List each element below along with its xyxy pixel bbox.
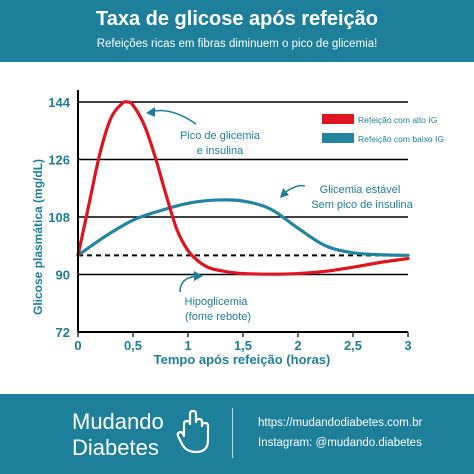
series-lines <box>76 100 410 276</box>
y-tick-label-90: 90 <box>56 268 70 283</box>
annotation-peak-arrow <box>149 109 197 125</box>
annotation-peak-line2: e insulina <box>197 145 244 157</box>
footer-banner: Mudando Diabetes https://mudandodiabetes… <box>0 394 474 474</box>
x-axis-label: Tempo após refeição (horas) <box>154 352 331 367</box>
brand-name-line1: Mudando <box>72 409 164 434</box>
annotation-stable-arrowhead <box>280 188 289 198</box>
y-tick-label-144: 144 <box>48 95 70 110</box>
y-axis-label: Glicose plasmática (mg/dL) <box>31 159 45 315</box>
series-line-low-gi <box>76 198 410 257</box>
legend-label-high-gi: Refeição com alto IG <box>358 115 437 125</box>
annotation-hypo-arrowhead <box>194 271 203 281</box>
page-title: Taxa de glicose após refeição <box>96 8 378 30</box>
series-line-high-gi <box>76 100 410 276</box>
header-banner: Taxa de glicose após refeição Refeições … <box>0 0 474 62</box>
annotation-peak: Pico de glicemia e insulina <box>146 107 261 157</box>
website-link[interactable]: https://mudandodiabetes.com.br <box>258 417 423 429</box>
y-tick-label-108: 108 <box>48 210 70 225</box>
x-tick-label-1: 1 <box>184 338 191 353</box>
annotation-peak-arrowhead <box>146 107 155 117</box>
instagram-handle[interactable]: Instagram: @mudando.diabetes <box>258 437 422 449</box>
page-subtitle: Refeições ricas em fibras diminuem o pic… <box>96 38 378 50</box>
annotation-stable-line2: Sem pico de insulina <box>311 199 413 211</box>
legend-swatch-high-gi <box>322 114 354 124</box>
footer-divider <box>232 408 233 458</box>
x-tick-label-3: 3 <box>404 338 411 353</box>
annotation-peak-line1: Pico de glicemia <box>180 130 261 142</box>
y-tick-label-72: 72 <box>56 325 70 340</box>
x-tick-label-0,5: 0,5 <box>124 338 142 353</box>
legend-swatch-low-gi <box>322 133 354 143</box>
tick-labels: 72 90 108 126 144 0 0,5 1 1,5 2 2,5 3 <box>48 95 411 353</box>
hand-icon <box>176 409 210 454</box>
legend: Refeição com alto IG Refeição com baixo … <box>322 114 444 144</box>
brand-name-line2: Diabetes <box>72 435 159 460</box>
annotation-hypo-line1: Hipoglicemia <box>185 296 249 308</box>
legend-label-low-gi: Refeição com baixo IG <box>358 134 444 144</box>
annotation-hypo-line2: (fome rebote) <box>185 311 251 323</box>
chart-area: 72 90 108 126 144 0 0,5 1 1,5 2 2,5 3 Tempo após re… <box>0 62 474 394</box>
annotation-stable: Glicemia estável Sem pico de insulina <box>280 184 414 211</box>
x-tick-label-1,5: 1,5 <box>234 338 252 353</box>
axes <box>77 90 409 337</box>
x-tick-label-2,5: 2,5 <box>344 338 362 353</box>
y-tick-label-126: 126 <box>48 153 70 168</box>
x-tick-label-0: 0 <box>74 338 81 353</box>
x-tick-label-2: 2 <box>294 338 301 353</box>
annotation-stable-line1: Glicemia estável <box>320 184 401 196</box>
glucose-chart: 72 90 108 126 144 0 0,5 1 1,5 2 2,5 3 Tempo após re… <box>31 90 444 367</box>
annotation-hypo: Hipoglicemia (fome rebote) <box>179 271 251 323</box>
